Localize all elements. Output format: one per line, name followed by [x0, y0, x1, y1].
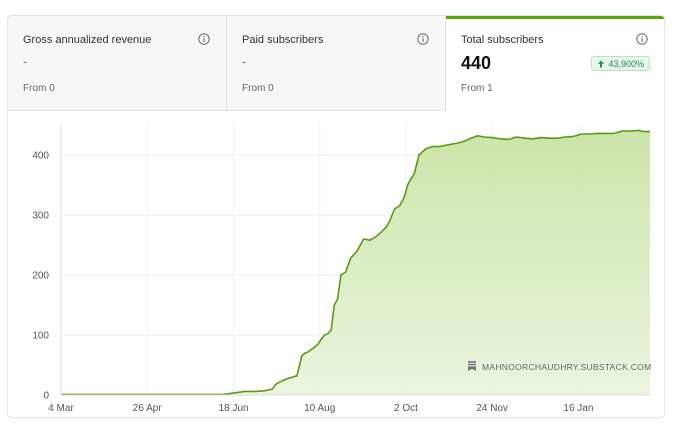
tab-label: Gross annualized revenue	[23, 34, 152, 46]
series-area	[61, 130, 650, 395]
tab-from-text: From 0	[23, 83, 55, 94]
x-tick-label: 18 Jun	[218, 403, 248, 414]
x-tick-label: 24 Nov	[476, 403, 508, 414]
x-tick-label: 4 Mar	[48, 403, 74, 414]
subscriber-chart: 0 100 200 300 400 4 Mar 26 Apr 18 Jun 10 Aug 2 Oc…	[8, 111, 664, 417]
tab-value: 440	[461, 53, 492, 73]
tab-value: -	[23, 54, 28, 69]
info-icon[interactable]	[636, 33, 648, 45]
x-tick-label: 16 Jan	[563, 403, 593, 414]
tab-paid-subscribers[interactable]: Paid subscribers - From 0	[227, 16, 446, 111]
watermark-logo-icon	[468, 361, 476, 371]
metrics-panel: Gross annualized revenue - From 0 Paid s…	[7, 15, 665, 418]
tab-value: -	[242, 54, 247, 69]
watermark: MAHNOORCHAUDHRY.SUBSTACK.COM	[468, 361, 651, 372]
y-tick-label: 0	[43, 391, 49, 402]
tab-gross-annualized-revenue[interactable]: Gross annualized revenue - From 0	[8, 16, 227, 111]
watermark-text: MAHNOORCHAUDHRY.SUBSTACK.COM	[482, 362, 651, 372]
growth-badge: 43,900%	[591, 56, 650, 71]
x-tick-label: 26 Apr	[133, 403, 163, 414]
y-tick-label: 100	[32, 331, 49, 342]
tab-label: Paid subscribers	[242, 34, 324, 46]
growth-badge-text: 43,900%	[608, 58, 644, 69]
x-tick-label: 2 Oct	[394, 403, 418, 414]
tab-label: Total subscribers	[461, 34, 544, 46]
metric-tabs: Gross annualized revenue - From 0 Paid s…	[8, 16, 664, 111]
y-tick-label: 300	[32, 211, 49, 222]
y-tick-label: 400	[32, 151, 49, 162]
info-icon[interactable]	[198, 33, 210, 45]
arrow-up-icon	[598, 60, 605, 67]
y-tick-label: 200	[32, 271, 49, 282]
tab-total-subscribers[interactable]: Total subscribers 440 From 1 43,900%	[446, 16, 664, 111]
info-icon[interactable]	[417, 33, 429, 45]
tab-from-text: From 0	[242, 83, 274, 94]
x-tick-label: 10 Aug	[304, 403, 335, 414]
tab-from-text: From 1	[461, 83, 493, 94]
subscriber-chart-svg: 0 100 200 300 400 4 Mar 26 Apr 18 Jun 10 Aug 2 Oc…	[32, 125, 651, 414]
series-line[interactable]	[61, 129, 650, 396]
